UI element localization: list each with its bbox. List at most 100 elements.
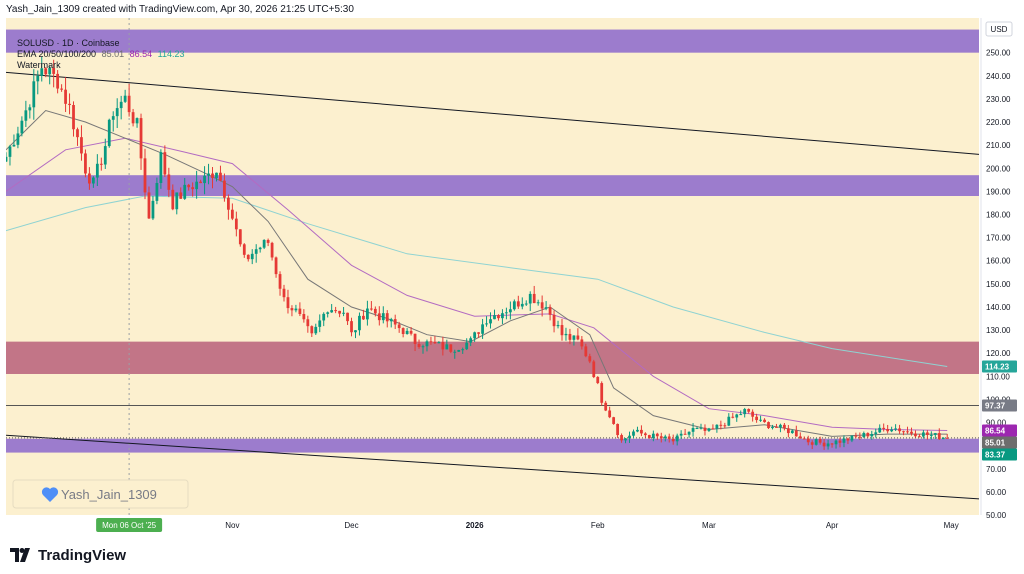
candle-body <box>528 293 532 304</box>
candle-body <box>191 187 195 190</box>
candle-body <box>933 433 937 435</box>
candle-body <box>878 427 882 433</box>
candle-body <box>802 438 806 440</box>
candle-body <box>719 424 723 426</box>
candle-body <box>68 103 71 106</box>
candle-body <box>409 330 413 334</box>
y-tick-label: 110.00 <box>986 372 1010 381</box>
ema-legend-line[interactable]: EMA 20/50/100/200 85.01 86.54 114.23 <box>17 49 188 60</box>
candle-body <box>413 333 417 345</box>
candle-body <box>389 319 393 322</box>
zone-rect-0 <box>6 29 979 53</box>
zone-rect-1 <box>6 175 979 196</box>
candle-body <box>902 431 905 433</box>
ema20-line <box>6 109 948 437</box>
price-label-bg <box>982 448 1017 461</box>
price-chart[interactable]: 50.0060.0070.0080.0090.00100.00110.00120… <box>6 18 1018 535</box>
candle-body <box>624 438 627 441</box>
time-axis-background <box>6 515 979 535</box>
candle-body <box>477 332 480 334</box>
crosshair-date-badge <box>96 518 163 532</box>
candle-body <box>433 341 437 344</box>
candle-body <box>401 328 405 335</box>
candle-body <box>270 242 274 258</box>
candle-body <box>234 218 238 230</box>
candle-body <box>143 158 147 193</box>
price-label: 97.37 <box>985 401 1006 410</box>
candle-body <box>783 424 786 429</box>
price-label-bg <box>982 436 1017 449</box>
y-tick-label: 150.00 <box>986 280 1011 289</box>
x-tick-label: 2026 <box>466 521 484 530</box>
y-tick-label: 190.00 <box>986 187 1011 196</box>
candle-body <box>858 436 862 438</box>
candle-body <box>377 313 381 321</box>
y-tick-label: 140.00 <box>986 303 1011 312</box>
candle-body <box>584 346 588 357</box>
candle-body <box>369 308 373 310</box>
candle-body <box>771 426 774 429</box>
candle-body <box>636 429 639 432</box>
candle-body <box>691 428 695 432</box>
ema50-value: 86.54 <box>129 49 153 59</box>
candle-body <box>322 313 326 321</box>
candle-body <box>711 428 715 430</box>
candle-body <box>135 118 139 124</box>
candle-body <box>84 153 87 174</box>
y-tick-label: 70.00 <box>986 465 1007 474</box>
price-label: 86.54 <box>985 427 1006 436</box>
candle-body <box>167 174 171 190</box>
candle-body <box>334 310 338 312</box>
candle-body <box>219 172 222 181</box>
candle-body <box>497 315 500 319</box>
y-tick-label: 220.00 <box>986 118 1011 127</box>
candle-body <box>508 309 512 313</box>
candle-body <box>457 349 461 352</box>
watermark-badge[interactable] <box>12 479 189 509</box>
candle-body <box>187 184 191 188</box>
candle-body <box>441 342 445 350</box>
candle-body <box>230 209 234 219</box>
candle-body <box>608 410 612 418</box>
candle-body <box>294 308 298 311</box>
candle-body <box>886 428 890 432</box>
candle-body <box>350 321 353 333</box>
watermark-legend-line[interactable]: Watermark <box>17 60 61 70</box>
y-tick-label: 200.00 <box>986 164 1011 173</box>
candle-body <box>306 319 310 327</box>
candle-body <box>314 326 318 334</box>
candle-body <box>195 181 199 190</box>
currency-badge[interactable] <box>985 21 1013 37</box>
candle-body <box>12 144 16 147</box>
candle-body <box>806 438 810 443</box>
candle-body <box>910 431 913 434</box>
candle-body <box>262 239 266 248</box>
y-tick-label: 130.00 <box>986 326 1011 335</box>
candle-body <box>318 320 322 327</box>
candle-body <box>91 177 95 184</box>
candle-body <box>103 146 107 165</box>
candle-body <box>175 192 179 210</box>
candle-body <box>238 229 242 245</box>
candle-body <box>620 435 623 441</box>
candle-body <box>88 173 91 184</box>
candle-body <box>111 116 115 120</box>
candle-body <box>846 438 850 441</box>
candle-body <box>572 335 576 340</box>
candle-body <box>151 200 155 219</box>
trendline-1 <box>6 434 980 500</box>
candle-body <box>810 442 814 445</box>
candle-body <box>60 88 63 90</box>
y-tick-label: 240.00 <box>986 72 1011 81</box>
y-tick-label: 210.00 <box>986 141 1011 150</box>
candle-body <box>381 313 385 321</box>
symbol-line[interactable]: SOLUSD · 1D · Coinbase <box>17 38 120 48</box>
candle-body <box>675 435 679 442</box>
tradingview-footer[interactable]: TradingView <box>10 544 126 566</box>
candle-body <box>890 429 894 432</box>
candle-body <box>32 81 36 108</box>
candle-body <box>36 75 40 82</box>
candle-body <box>679 433 683 436</box>
chart-area[interactable]: 50.0060.0070.0080.0090.00100.00110.00120… <box>6 18 1018 535</box>
candle-body <box>505 312 508 314</box>
